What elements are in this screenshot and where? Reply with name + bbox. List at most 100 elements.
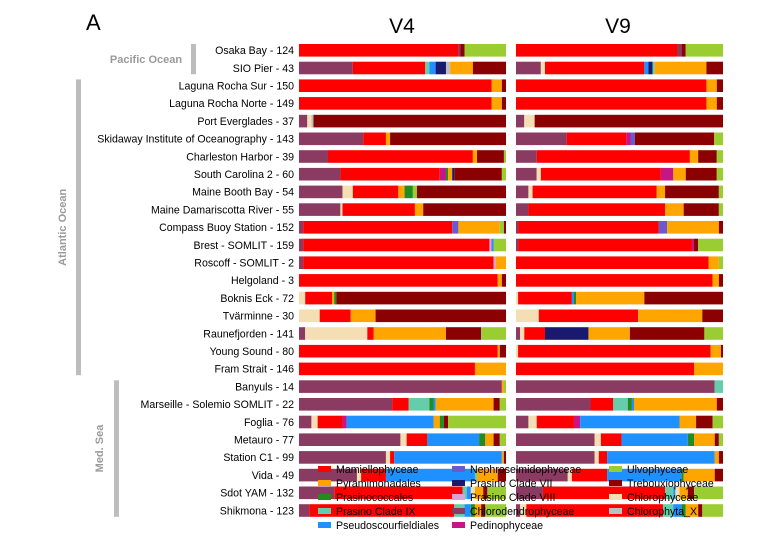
- bar-segment-pedinophyceae: [691, 238, 695, 252]
- bar-segment-ulvophyceae: [704, 327, 723, 340]
- bar-segment-ulvophyceae: [716, 167, 723, 181]
- region-groups: Pacific Ocean Atlantic Ocean Med. Sea: [57, 44, 196, 517]
- bar-segment-ulvophyceae: [485, 504, 506, 517]
- bar-segment-pyramimonadales: [491, 97, 502, 110]
- bar-segment-pyramimonadales: [448, 167, 453, 181]
- bar-segment-chlorodendrophyceae: [299, 415, 312, 429]
- bar-segment-trebouxiophyceae: [390, 132, 506, 146]
- bar-segment-chlorophyta-x: [445, 61, 451, 75]
- bar-segment-pyramimonadales: [350, 309, 376, 323]
- bar-segment-pyramimonadales: [474, 486, 484, 500]
- bar-segment-chlorodendrophyceae: [299, 451, 386, 464]
- bar-segment-chlorophyceae: [520, 327, 525, 340]
- bar-segment-prasinococcales: [445, 167, 449, 181]
- bar-segment-mamiellophyceae: [528, 203, 666, 216]
- bar-segment-chlorodendrophyceae: [299, 468, 357, 482]
- bar-segment-mamiellophyceae: [516, 97, 707, 110]
- bar-segment-mamiellophyceae: [340, 167, 440, 181]
- bar-segment-mamiellophyceae: [352, 61, 426, 75]
- bar-segment-mamiellophyceae: [538, 309, 639, 323]
- legend-swatch: [452, 508, 465, 514]
- bar-segment-trebouxiophyceae: [477, 150, 504, 163]
- legend-swatch: [318, 522, 331, 528]
- bar-segment-trebouxiophyceae: [501, 97, 506, 110]
- panel-title-v4: V4: [389, 15, 415, 38]
- bar-segment-trebouxiophyceae: [718, 221, 723, 234]
- bar-segment-trebouxiophyceae: [716, 79, 723, 92]
- station-label: Helgoland - 3: [231, 275, 294, 287]
- bar-segment-pyramimonadales: [450, 61, 473, 75]
- bar-segment-pyramimonadales: [497, 344, 500, 358]
- bar-segment-mamiellophyceae: [406, 433, 428, 446]
- bar-segment-pseudoscourfieldiales: [491, 238, 494, 252]
- bar-segment-ulvophyceae: [501, 167, 506, 181]
- bar-segment-prasinococcales: [681, 468, 684, 482]
- bar-segment-nephroselmidophyceae: [452, 221, 459, 234]
- legend-label: Mamiellophyceae: [336, 464, 419, 476]
- bar-segment-pseudoscourfieldiales: [429, 61, 436, 75]
- bar-segment-chlorodendrophyceae: [516, 486, 543, 500]
- bar-segment-trebouxiophyceae: [718, 274, 723, 287]
- bar-segment-ulvophyceae: [718, 203, 723, 216]
- legend-label: Prasino Clade IX: [336, 506, 416, 518]
- bar-segment-mamiellophyceae: [540, 167, 661, 181]
- bar-segment-prasino-clade-viii: [489, 238, 492, 252]
- bar-segment-chlorodendrophyceae: [516, 451, 595, 464]
- bar-segment-chlorophyceae: [594, 451, 599, 464]
- bars-v9-panel: [516, 44, 723, 517]
- bar-segment-prasinococcales: [334, 291, 337, 305]
- bar-segment-chlorodendrophyceae: [299, 167, 341, 181]
- legend-label: Chlorodendrophyceae: [470, 506, 574, 518]
- bar-segment-pyramimonadales: [495, 256, 506, 269]
- bar-segment-pyramimonadales: [332, 291, 335, 305]
- bar-segment-trebouxiophyceae: [501, 274, 506, 287]
- bar-segment-mamiellophyceae: [303, 221, 453, 234]
- bar-segment-trebouxiophyceae: [534, 114, 723, 128]
- group-bracket: [191, 44, 196, 75]
- bar-segment-pyramimonadales: [689, 150, 699, 163]
- bar-segment-chlorophyceae: [385, 451, 391, 464]
- bar-segment-pyramimonadales: [501, 380, 504, 393]
- bar-segment-pyramimonadales: [638, 309, 703, 323]
- station-label: Laguna Rocha Norte - 149: [169, 98, 294, 110]
- panel-letter: A: [86, 10, 101, 35]
- bar-segment-pseudoscourfieldiales: [427, 433, 480, 446]
- bar-segment-pyramimonadales: [435, 398, 494, 411]
- bar-segment-prasino-clade-ix: [652, 61, 655, 75]
- station-label: Metauro - 77: [234, 435, 294, 447]
- bar-segment-trebouxiophyceae: [714, 468, 723, 482]
- bar-segment-mamiellophyceae: [334, 486, 463, 500]
- bar-segment-chlorodendrophyceae: [516, 185, 529, 199]
- bar-segment-chlorodendrophyceae: [299, 132, 364, 146]
- bar-segment-pseudoscourfieldiales: [346, 415, 434, 429]
- bar-segment-mamiellophyceae: [600, 433, 622, 446]
- bar-segment-prasinococcales: [470, 504, 475, 517]
- bar-segment-pyramimonadales: [667, 221, 719, 234]
- station-label: Fram Strait - 146: [215, 364, 295, 376]
- bar-segment-trebouxiophyceae: [716, 97, 723, 110]
- bar-segment-mamiellophyceae: [299, 274, 498, 287]
- bar-segment-pyramimonadales: [665, 203, 684, 216]
- bar-segment-pyramimonadales: [414, 203, 424, 216]
- bar-segment-chlorodendrophyceae: [299, 185, 343, 199]
- bar-segment-trebouxiophyceae: [481, 504, 486, 517]
- bar-segment-mamiellophyceae: [390, 451, 395, 464]
- legend-label: Chlorophyceae: [627, 492, 698, 504]
- bar-segment-pyramimonadales: [398, 185, 405, 199]
- station-label: Brest - SOMLIT - 159: [194, 240, 295, 252]
- bar-segment-ulvophyceae: [412, 185, 417, 199]
- bar-segment-mamiellophyceae: [532, 185, 657, 199]
- legend-swatch: [318, 494, 331, 500]
- bar-segment-chlorodendrophyceae: [516, 327, 521, 340]
- bar-segment-trebouxiophyceae: [501, 79, 506, 92]
- bar-segment-ulvophyceae: [481, 327, 506, 340]
- bar-segment-mamiellophyceae: [524, 327, 545, 340]
- station-label: Maine Damariscotta River - 55: [151, 204, 294, 216]
- bar-segment-chlorodendrophyceae: [299, 398, 393, 411]
- bar-segment-pyramimonadales: [385, 132, 391, 146]
- bar-segment-pseudoscourfieldiales: [673, 504, 682, 517]
- bar-segment-chlorophyceae: [520, 504, 527, 517]
- legend-label: Trebouxiophyceae: [627, 478, 714, 490]
- bar-segment-mamiellophyceae: [542, 486, 666, 500]
- bar-segment-prasinococcales: [429, 398, 434, 411]
